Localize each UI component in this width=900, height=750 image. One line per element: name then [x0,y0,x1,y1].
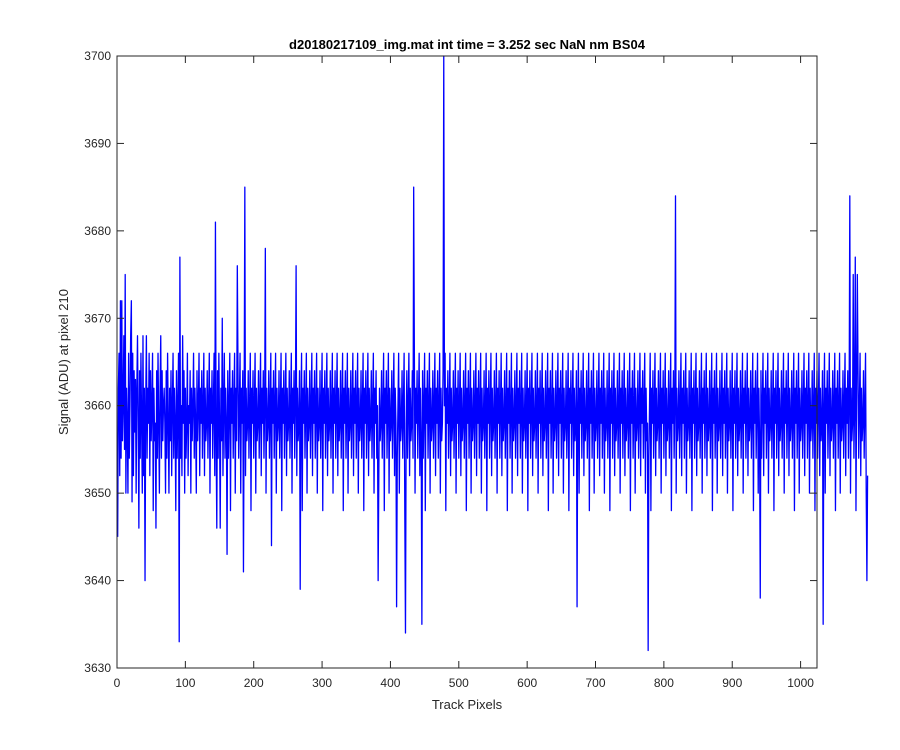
y-tick-label: 3700 [84,49,111,63]
x-tick-label: 400 [380,676,400,690]
plot-area [117,56,817,668]
y-tick-label: 3650 [84,486,111,500]
x-tick-label: 500 [449,676,469,690]
x-tick-label: 300 [312,676,332,690]
x-tick-label: 900 [722,676,742,690]
x-tick-label: 200 [244,676,264,690]
x-tick-label: 600 [517,676,537,690]
y-axis-label: Signal (ADU) at pixel 210 [56,289,71,435]
x-tick-label: 800 [654,676,674,690]
series-line-0 [117,55,869,652]
y-tick-label: 3690 [84,136,111,150]
y-tick-label: 3670 [84,311,111,325]
y-tick-label: 3660 [84,399,111,413]
x-tick-label: 100 [175,676,195,690]
x-tick-label: 700 [586,676,606,690]
y-tick-label: 3640 [84,574,111,588]
y-tick-label: 3680 [84,224,111,238]
ticks-layer: 0 100 200 300 400 500 600 700 800 900 1000 3630 3640… [84,49,817,690]
chart-title: d20180217109_img.mat int time = 3.252 se… [289,37,646,52]
x-tick-label: 1000 [787,676,814,690]
axes-box [116,55,818,669]
x-tick-label: 0 [114,676,121,690]
x-axis-label: Track Pixels [432,697,503,712]
data-line-layer [117,55,869,652]
y-tick-label: 3630 [84,661,111,675]
